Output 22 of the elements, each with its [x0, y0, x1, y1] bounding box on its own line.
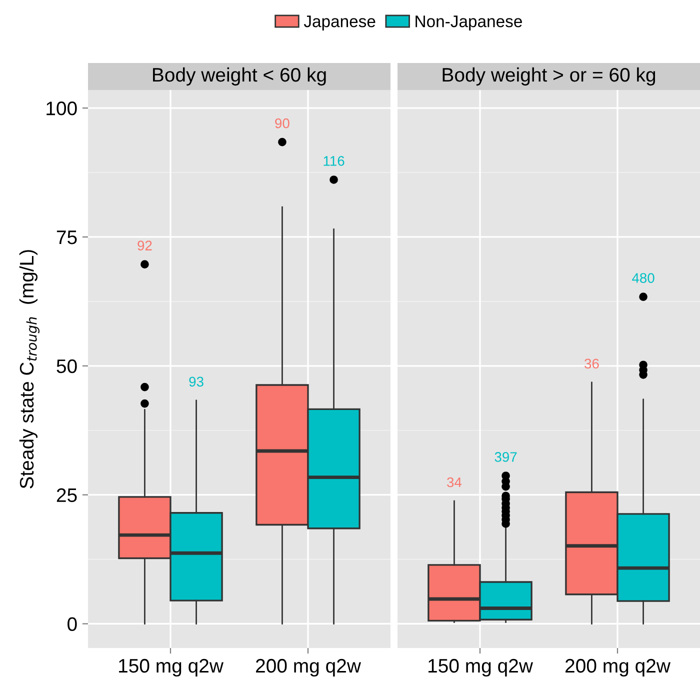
x-tick-label: 200 mg q2w — [256, 658, 362, 677]
x-tick-label: 150 mg q2w — [119, 658, 224, 677]
legend-label: Japanese — [304, 16, 376, 31]
text: 34 — [447, 477, 462, 488]
y-tick-label: 50 — [56, 359, 77, 374]
x-tick-label: 200 mg q2w — [566, 658, 671, 677]
y-tick-label: 75 — [56, 230, 77, 244]
x-tick-label: 150 mg q2w — [428, 658, 534, 677]
text: 397 — [494, 452, 517, 462]
text: 480 — [632, 273, 654, 283]
chart-title: Body weight < 60 kg — [153, 67, 326, 86]
legend-label: Non-Japanese — [416, 16, 522, 31]
text: 90 — [275, 118, 290, 128]
text: 116 — [324, 156, 344, 166]
text: 92 — [138, 240, 152, 250]
text: 93 — [189, 376, 204, 387]
y-tick-label: 0 — [68, 617, 77, 631]
text: 36 — [584, 358, 599, 369]
y-tick-label: 100 — [46, 102, 77, 116]
y-tick-label: 25 — [56, 488, 77, 502]
chart-title: Body weight > or = 60 kg — [442, 67, 656, 86]
y-axis-title: Steady state C$_{trough}$ (mg/L) — [19, 250, 40, 488]
